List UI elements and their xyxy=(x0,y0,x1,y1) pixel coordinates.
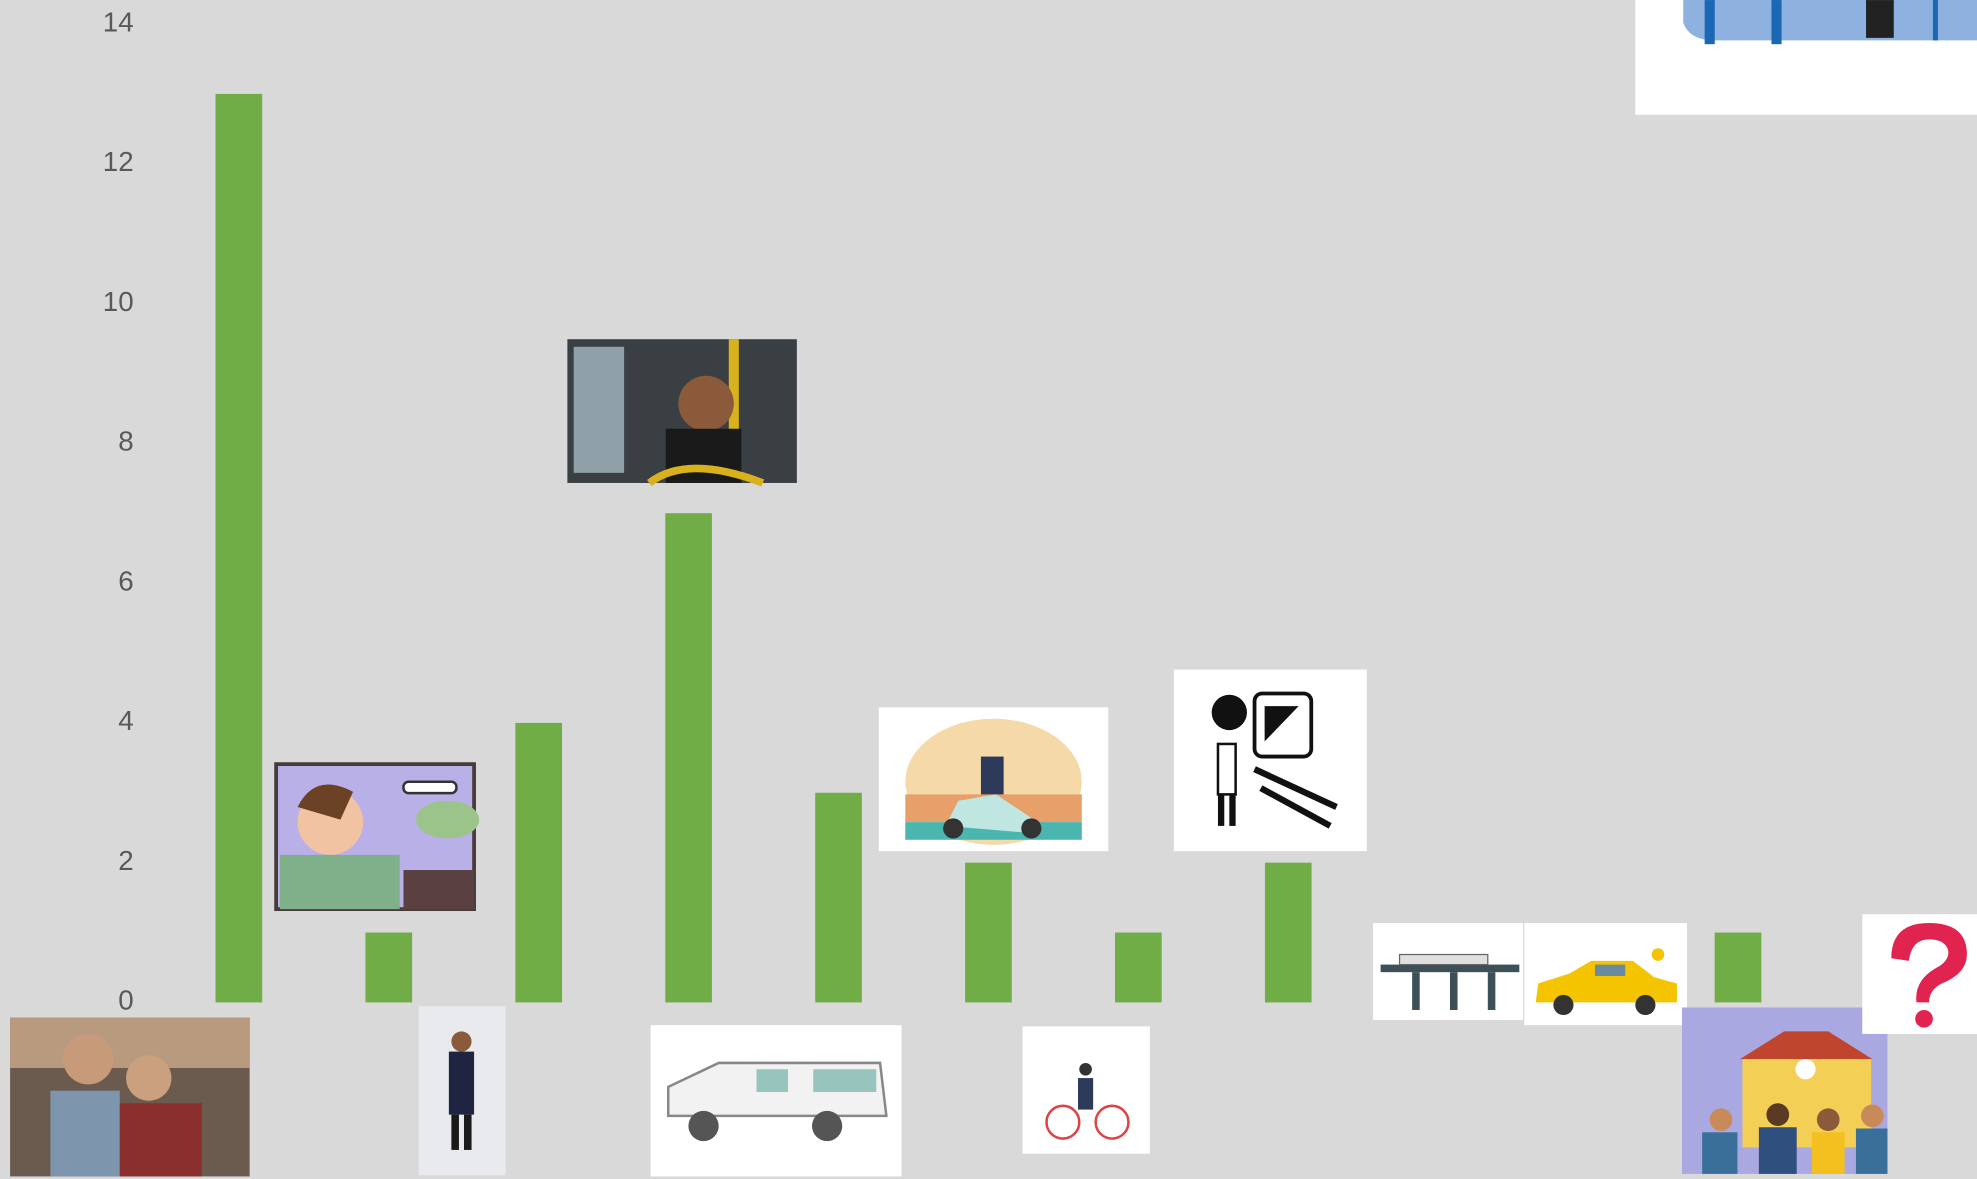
y-tick-label: 10 xyxy=(103,286,134,317)
bar xyxy=(965,862,1012,1003)
picture-scooter xyxy=(878,707,1109,852)
bar xyxy=(1264,862,1312,1003)
y-tick-label: 8 xyxy=(118,426,133,457)
y-tick-label: 0 xyxy=(118,985,133,1016)
y-tick-label: 6 xyxy=(118,565,133,596)
y-tick-label: 4 xyxy=(118,705,133,736)
bar xyxy=(515,722,563,1003)
picture-train xyxy=(1173,669,1367,852)
category-pictures xyxy=(10,0,1977,1177)
bar xyxy=(1115,932,1162,1003)
picture-home xyxy=(1681,1007,1888,1174)
bar xyxy=(665,513,712,1003)
picture-bicycle xyxy=(1022,1026,1150,1154)
picture-bus xyxy=(567,339,797,487)
y-tick-label: 2 xyxy=(118,845,133,876)
bar xyxy=(815,792,862,1003)
y-tick-label: 14 xyxy=(103,6,134,37)
y-tick-label: 12 xyxy=(103,146,134,177)
picture-bridge xyxy=(1373,922,1524,1021)
bar xyxy=(215,93,263,1003)
picture-car-passengers xyxy=(10,1017,250,1177)
picture-walking xyxy=(418,1006,506,1176)
picture-van xyxy=(650,1025,902,1177)
bar xyxy=(365,932,413,1003)
bar xyxy=(1714,932,1762,1003)
picture-driver xyxy=(274,762,480,912)
picture-taxi xyxy=(1524,922,1688,1026)
picture-commuters xyxy=(1635,0,1977,115)
picture-unknown xyxy=(1862,914,1977,1034)
